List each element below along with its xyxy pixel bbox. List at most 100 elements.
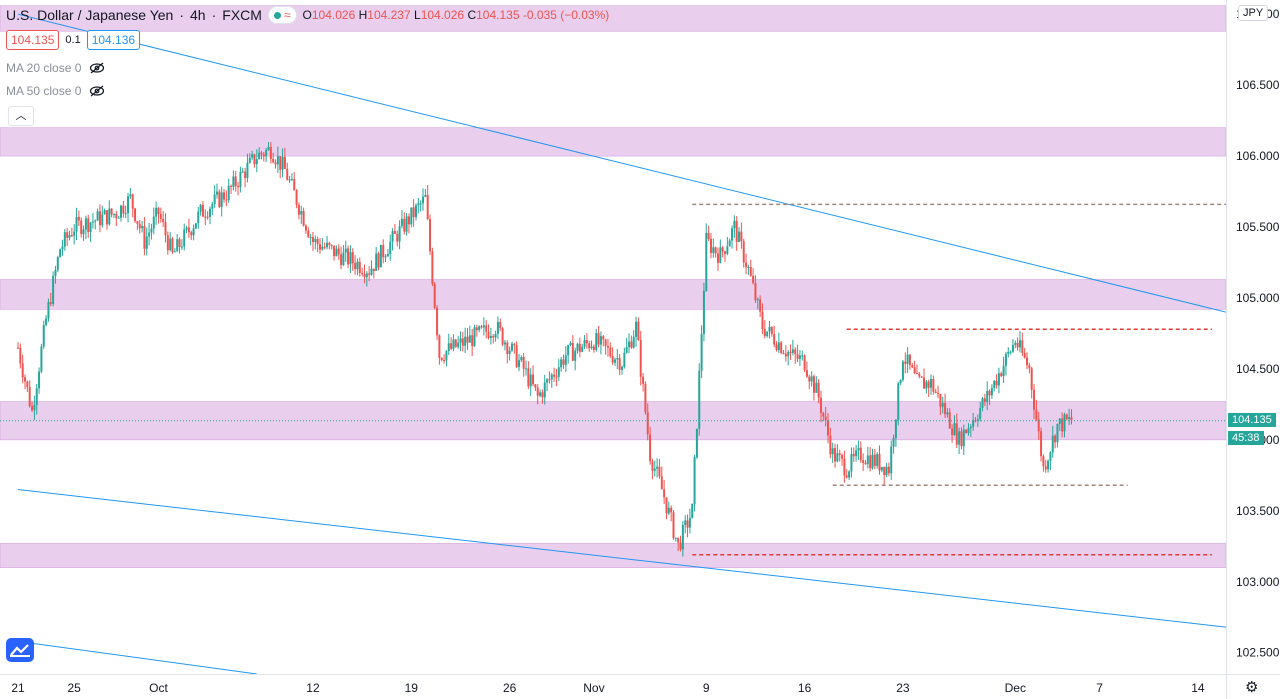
candle-body xyxy=(562,359,565,365)
candle xyxy=(1061,412,1064,438)
candle-body xyxy=(220,192,223,207)
candle xyxy=(208,206,211,225)
candle xyxy=(1068,408,1071,426)
candle-body xyxy=(98,211,101,226)
candle xyxy=(199,203,202,216)
candle xyxy=(166,231,169,255)
eye-off-icon[interactable] xyxy=(89,85,105,97)
candle-body xyxy=(716,253,719,263)
candle-body xyxy=(361,272,364,275)
candle-body xyxy=(248,157,251,163)
candle-body xyxy=(431,251,434,284)
candle-body xyxy=(845,475,848,478)
candle-body xyxy=(190,232,193,236)
time-tick-label: Nov xyxy=(583,681,604,695)
candle-body xyxy=(89,222,92,233)
gear-icon[interactable]: ⚙ xyxy=(1245,679,1259,696)
candle xyxy=(873,448,876,470)
market-status-badge[interactable]: ≈ xyxy=(267,6,297,24)
candle-body xyxy=(960,431,963,447)
candle-body xyxy=(31,406,34,411)
candle-body xyxy=(674,537,677,539)
eye-off-icon[interactable] xyxy=(89,62,105,74)
price-axis[interactable]: 107.000106.500106.000105.500105.000104.5… xyxy=(1226,0,1280,674)
candle xyxy=(716,247,719,271)
price-tick-label: 104.500 xyxy=(1236,362,1280,376)
candle xyxy=(297,202,300,220)
candle xyxy=(808,374,811,390)
candle-body xyxy=(19,347,22,364)
candle xyxy=(485,320,488,339)
candle xyxy=(237,182,240,196)
candle-body xyxy=(478,326,481,331)
candle-body xyxy=(937,392,940,394)
candle-body xyxy=(145,236,148,249)
interval-label[interactable]: 4h xyxy=(190,7,206,23)
candle xyxy=(225,190,228,207)
candle xyxy=(429,214,432,256)
currency-badge[interactable]: JPY xyxy=(1238,5,1269,21)
candle-body xyxy=(1018,340,1021,348)
candle xyxy=(396,230,399,247)
sr-zone xyxy=(0,5,1226,32)
candle xyxy=(24,374,27,390)
symbol-title[interactable]: U.S. Dollar / Japanese Yen xyxy=(6,7,174,23)
candle xyxy=(644,381,647,415)
candle-body xyxy=(503,342,506,345)
candle-body xyxy=(822,412,825,417)
candle-body xyxy=(204,216,207,218)
candle-body xyxy=(927,381,930,388)
candle-body xyxy=(625,347,628,353)
tradingview-logo-icon[interactable] xyxy=(6,638,34,662)
candle-body xyxy=(613,359,616,363)
candle-body xyxy=(892,438,895,447)
candle xyxy=(550,372,553,388)
candle-body xyxy=(529,374,532,387)
sell-button[interactable]: 104.135 xyxy=(6,30,60,50)
candle xyxy=(1047,459,1050,473)
candle-body xyxy=(515,345,518,367)
candle-body xyxy=(588,343,591,349)
candle-body xyxy=(267,146,270,150)
collapse-legend-button[interactable]: ︿ xyxy=(8,106,34,126)
candle xyxy=(171,236,174,254)
candle xyxy=(1058,417,1061,432)
indicator-label: MA 50 close 0 xyxy=(6,84,82,98)
candle xyxy=(630,335,633,349)
candle xyxy=(274,159,277,169)
chart-plot-area[interactable] xyxy=(0,0,1226,674)
candle xyxy=(398,220,401,250)
candle-body xyxy=(1014,343,1017,345)
candle-body xyxy=(857,447,860,451)
candle-body xyxy=(429,218,432,252)
candle xyxy=(686,514,689,538)
candle xyxy=(436,305,439,341)
candle-body xyxy=(803,355,806,371)
candle-body xyxy=(176,239,179,252)
candle-body xyxy=(810,376,813,382)
time-axis[interactable]: 21 25 Oct 12 19 26 Nov 9 16 23 Dec 7 14 xyxy=(0,674,1226,699)
candle-body xyxy=(244,171,247,178)
chart-canvas[interactable] xyxy=(0,0,1226,674)
candle-body xyxy=(412,207,415,218)
candle xyxy=(918,371,921,379)
trendline xyxy=(17,13,1226,313)
candle xyxy=(496,316,499,340)
candle xyxy=(49,292,52,307)
candle-body xyxy=(688,518,691,528)
candle-body xyxy=(997,373,1000,386)
candle xyxy=(110,208,113,218)
candle-body xyxy=(215,191,218,195)
candle xyxy=(361,267,364,277)
buy-button[interactable]: 104.136 xyxy=(86,30,141,50)
candle-body xyxy=(40,346,43,372)
candle xyxy=(42,320,45,349)
indicator-ma20[interactable]: MA 20 close 0 xyxy=(6,61,105,75)
candle-body xyxy=(269,146,272,159)
candle-body xyxy=(665,497,668,514)
indicator-ma50[interactable]: MA 50 close 0 xyxy=(6,84,105,98)
candle xyxy=(129,187,132,199)
candle xyxy=(75,207,78,241)
candle-body xyxy=(855,450,858,457)
candle-body xyxy=(780,342,783,354)
